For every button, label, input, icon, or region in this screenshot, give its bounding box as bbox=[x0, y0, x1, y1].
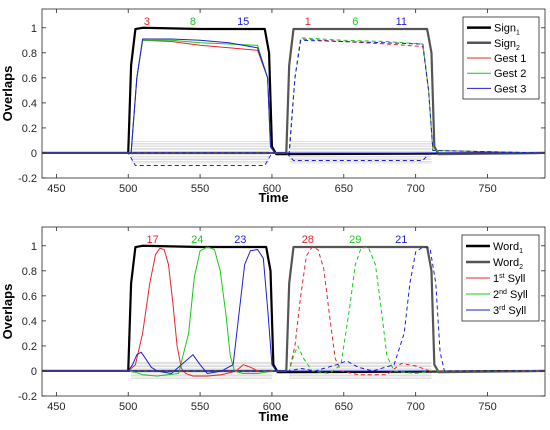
annotation-label: 1 bbox=[305, 16, 311, 28]
legend-label: Sign1 bbox=[494, 23, 520, 37]
x-tick-label: 750 bbox=[478, 183, 496, 195]
series-line bbox=[42, 249, 545, 374]
annotation-label: 17 bbox=[147, 234, 159, 246]
y-tick-label: -0.2 bbox=[18, 391, 37, 403]
legend-label: Gest 3 bbox=[494, 83, 526, 95]
x-axis-label: Time bbox=[258, 190, 288, 205]
x-tick-label: 450 bbox=[47, 183, 65, 195]
annotation-label: 24 bbox=[191, 234, 203, 246]
annotation-label: 6 bbox=[352, 16, 358, 28]
y-axis-label: Overlaps bbox=[0, 66, 15, 122]
series-line bbox=[42, 27, 545, 156]
series-line bbox=[42, 26, 545, 156]
x-tick-label: 650 bbox=[335, 183, 353, 195]
series-line bbox=[42, 247, 545, 377]
annotation-label: 23 bbox=[234, 234, 246, 246]
x-tick-label: 600 bbox=[263, 401, 281, 413]
y-tick-label: 0.6 bbox=[22, 73, 37, 85]
y-tick-label: 0.8 bbox=[22, 48, 37, 60]
series-line bbox=[42, 152, 545, 161]
chart-bottom: 450 500 550 600 650 700 750 -0.2 0 0.2 0.4 0.6 0.8 1 T… bbox=[0, 226, 546, 424]
x-tick-label: 550 bbox=[191, 183, 209, 195]
y-tick-label: -0.2 bbox=[18, 173, 37, 185]
series-line bbox=[42, 246, 545, 377]
y-axis-label: Overlaps bbox=[0, 284, 15, 340]
annotation-label: 11 bbox=[396, 16, 407, 28]
series-line bbox=[42, 38, 545, 154]
x-tick-label: 500 bbox=[119, 401, 137, 413]
x-tick-label: 700 bbox=[406, 183, 424, 195]
annotation-label: 15 bbox=[237, 16, 249, 28]
legend-label: 1st Syll bbox=[493, 273, 525, 285]
y-tick-label: 1 bbox=[31, 241, 37, 253]
series-line bbox=[42, 246, 545, 376]
x-tick-label: 450 bbox=[47, 401, 65, 413]
plot-lines bbox=[42, 244, 545, 379]
y-tick-label: 0.4 bbox=[22, 316, 37, 328]
legend-label: Gest 2 bbox=[494, 68, 526, 80]
x-tick-label: 500 bbox=[119, 183, 137, 195]
x-axis-label: Time bbox=[258, 409, 288, 424]
series-line bbox=[42, 246, 545, 374]
chart-top: 450 500 550 600 650 700 750 -0.2 0 0.2 0.4 0.6 0.8 1 T… bbox=[0, 8, 546, 205]
y-tick-label: 1 bbox=[31, 23, 37, 35]
y-tick-label: 0.8 bbox=[22, 266, 37, 278]
annotation-label: 3 bbox=[144, 16, 150, 28]
legend-label: Word1 bbox=[493, 241, 523, 255]
y-tick-label: 0 bbox=[31, 366, 37, 378]
y-tick-label: 0.2 bbox=[22, 123, 37, 135]
series-line bbox=[42, 244, 545, 374]
x-tick-label: 700 bbox=[406, 401, 424, 413]
legend-label: Sign2 bbox=[494, 38, 520, 52]
series-line bbox=[42, 245, 545, 374]
legend-label: Gest 1 bbox=[494, 53, 526, 65]
y-tick-label: 0 bbox=[31, 148, 37, 160]
legend-label: 3rd Syll bbox=[493, 305, 526, 317]
series-line bbox=[42, 37, 545, 154]
plot-lines bbox=[42, 26, 545, 166]
annotation-label: 21 bbox=[395, 234, 407, 246]
y-tick-label: 0.4 bbox=[22, 98, 37, 110]
x-tick-label: 750 bbox=[478, 401, 496, 413]
legend-label: 2nd Syll bbox=[493, 289, 528, 301]
series-line bbox=[42, 246, 545, 372]
x-tick-label: 550 bbox=[191, 401, 209, 413]
annotation-label: 8 bbox=[190, 16, 196, 28]
legend: Word1 Word2 1st Syll 2nd Syll 3rd Syll bbox=[461, 234, 540, 322]
legend-label: Word2 bbox=[493, 257, 523, 271]
annotation-label: 28 bbox=[302, 234, 314, 246]
y-tick-label: 0.2 bbox=[22, 341, 37, 353]
y-tick-label: 0.6 bbox=[22, 291, 37, 303]
x-tick-label: 650 bbox=[335, 401, 353, 413]
annotation-label: 29 bbox=[349, 234, 361, 246]
x-tick-label: 600 bbox=[263, 183, 281, 195]
